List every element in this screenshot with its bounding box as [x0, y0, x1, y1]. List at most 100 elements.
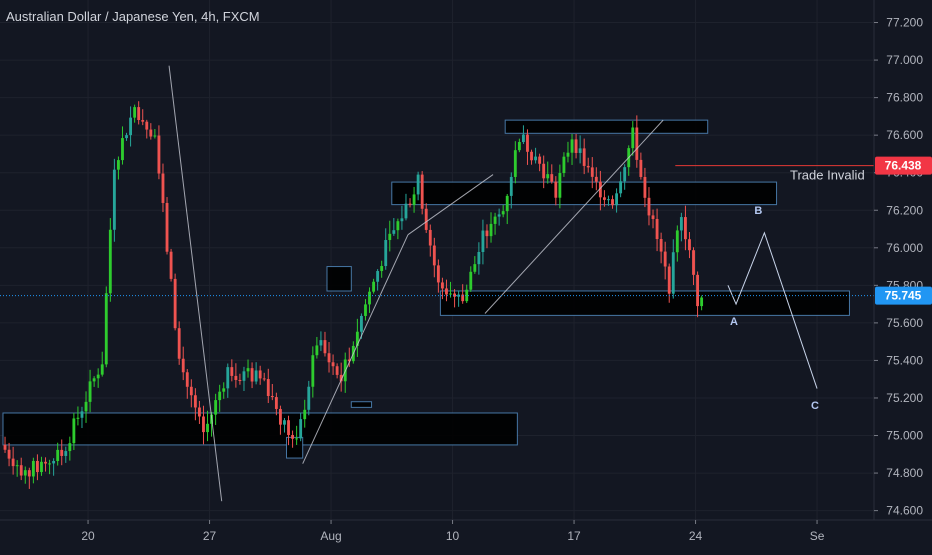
candle-body: [287, 420, 290, 436]
invalid-price-value: 76.438: [885, 159, 922, 173]
time-tick-label: 24: [689, 529, 703, 543]
candle-body: [64, 451, 68, 456]
candle-body: [659, 239, 663, 252]
trendline[interactable]: [168, 65, 223, 502]
candle-body: [238, 379, 242, 381]
candle-body: [396, 221, 400, 231]
candle-body: [206, 423, 209, 433]
candle-body: [607, 199, 610, 201]
candle-body: [68, 443, 72, 452]
zones[interactable]: [2, 119, 850, 459]
price-tick-label: 75.200: [886, 391, 923, 405]
price-tick-label: 77.200: [886, 16, 923, 30]
candle-body: [562, 156, 566, 174]
candle-body: [582, 148, 586, 166]
candle-body: [242, 371, 246, 381]
candle-body: [651, 215, 655, 219]
candle-body: [331, 362, 335, 367]
candle-body: [177, 328, 181, 359]
candle-body: [133, 107, 137, 118]
candle-body: [274, 397, 278, 409]
candle-body: [335, 366, 339, 375]
candle-body: [441, 282, 444, 289]
candle-body: [526, 134, 529, 152]
time-tick-label: 20: [81, 529, 95, 543]
support-resistance-zone[interactable]: [2, 412, 518, 446]
candle-body: [530, 151, 533, 161]
candle-body: [121, 138, 124, 161]
support-resistance-zone[interactable]: [350, 401, 373, 408]
candle-body: [80, 411, 84, 418]
candle-body: [15, 465, 19, 467]
candle-body: [100, 364, 104, 375]
candle-body: [214, 400, 218, 415]
candle-body: [404, 203, 408, 219]
candle-body: [449, 293, 452, 295]
candle-body: [570, 139, 574, 153]
candle-body: [493, 216, 497, 224]
candle-body: [692, 250, 695, 275]
candle-body: [416, 174, 420, 195]
candle-body: [453, 293, 456, 297]
candle-body: [202, 416, 205, 433]
candle-body: [465, 289, 469, 302]
trendline[interactable]: [407, 174, 494, 236]
candle-body: [40, 461, 43, 473]
candle-body: [558, 173, 562, 198]
wave-label-c: C: [811, 400, 819, 412]
price-tick-label: 75.600: [886, 316, 923, 330]
candle-body: [291, 435, 294, 439]
candle-body: [586, 165, 590, 168]
candle-body: [193, 395, 197, 408]
price-tick-label: 75.400: [886, 353, 923, 367]
candle-body: [473, 264, 477, 272]
candle-body: [432, 245, 436, 266]
candle-body: [554, 181, 558, 198]
candle-body: [222, 388, 226, 392]
candle-body: [60, 449, 64, 456]
candle-body: [36, 460, 39, 473]
candle-body: [566, 152, 570, 157]
candle-body: [611, 199, 614, 206]
candle-body: [542, 163, 546, 179]
trendlines[interactable]: [0, 65, 874, 502]
candle-body: [619, 181, 623, 194]
candle-body: [647, 197, 651, 216]
support-resistance-zone[interactable]: [326, 266, 352, 292]
candle-body: [481, 230, 485, 253]
candle-body: [368, 291, 371, 305]
trendline[interactable]: [484, 119, 664, 314]
candle-body: [307, 386, 311, 410]
candle-body: [112, 169, 116, 230]
candle-body: [578, 148, 582, 153]
candle-body: [461, 294, 465, 302]
chart-title: Australian Dollar / Japanese Yen, 4h, FX…: [6, 9, 260, 24]
candle-body: [400, 218, 404, 222]
support-resistance-zone[interactable]: [504, 119, 709, 134]
candle-body: [76, 417, 80, 419]
candle-body: [424, 208, 428, 230]
candle-body: [700, 297, 704, 307]
wave-label-a: A: [730, 316, 738, 328]
candle-body: [445, 288, 448, 295]
candle-body: [72, 418, 76, 444]
candle-body: [181, 358, 185, 373]
abc-projection-path[interactable]: [727, 231, 818, 389]
candle-body: [23, 470, 27, 476]
candle-body: [165, 202, 169, 252]
support-resistance-zone[interactable]: [286, 436, 304, 459]
support-resistance-zone[interactable]: [439, 290, 850, 316]
candle-body: [388, 233, 392, 241]
candle-body: [684, 217, 687, 240]
candle-body: [283, 420, 286, 425]
candle-body: [594, 176, 598, 182]
candle-body: [169, 251, 173, 279]
support-resistance-zone[interactable]: [391, 181, 778, 206]
candle-body: [639, 159, 643, 177]
candle-body: [218, 391, 222, 401]
trendline[interactable]: [302, 234, 409, 464]
